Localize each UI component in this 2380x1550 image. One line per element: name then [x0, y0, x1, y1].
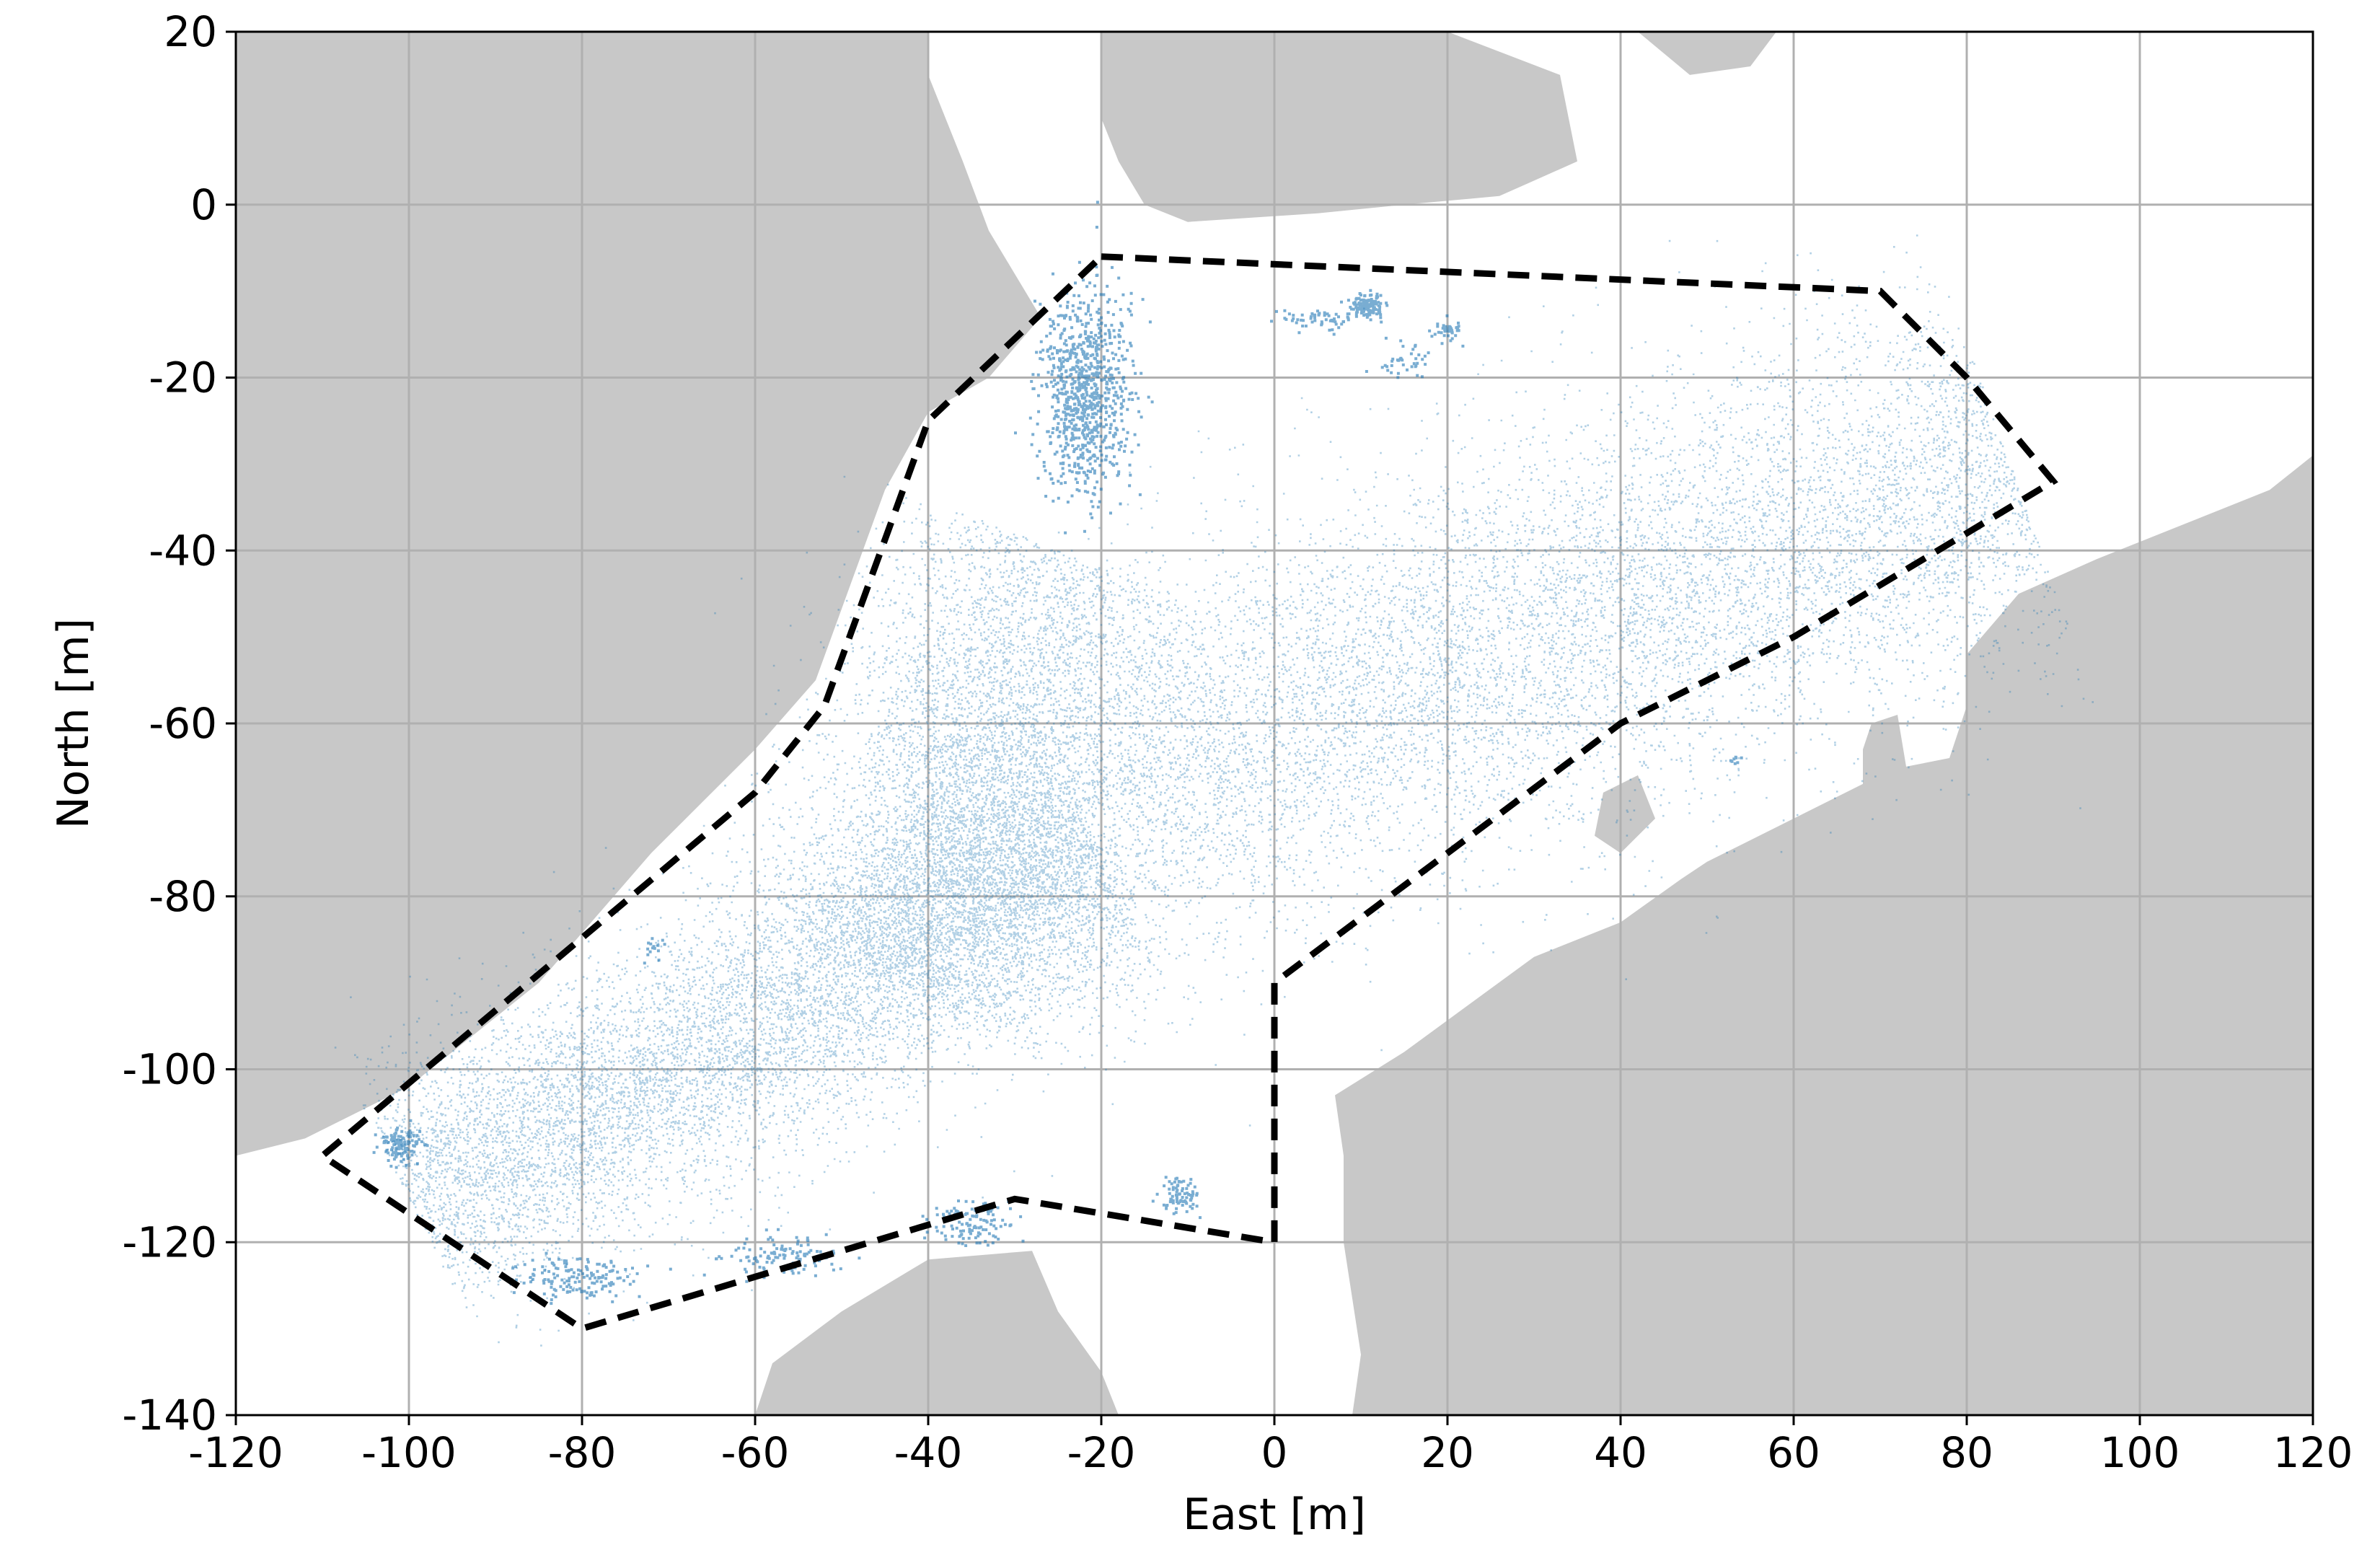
y-tick-label: -40: [149, 526, 217, 575]
x-tick-label: -80: [548, 1428, 617, 1477]
y-tick-label: 20: [164, 7, 217, 56]
x-tick-label: 120: [2273, 1428, 2353, 1477]
data-points: [334, 201, 2094, 1347]
x-tick-label: -100: [361, 1428, 457, 1477]
axis-ticks: -120 -100 -80 -60 -40 -20 0 20 40 60 80 100 120 20 0 -2…: [122, 7, 2353, 1477]
land-east-inlet: [1595, 775, 1655, 853]
land-north-land: [1101, 32, 1577, 222]
y-tick-label: 0: [190, 180, 217, 229]
y-tick-label: -80: [149, 872, 217, 921]
y-tick-label: -60: [149, 699, 217, 748]
x-tick-label: 100: [2100, 1428, 2180, 1477]
y-tick-label: -100: [122, 1045, 217, 1094]
y-tick-label: -120: [122, 1217, 217, 1267]
x-tick-label: 60: [1767, 1428, 1820, 1477]
land-north-east-land: [1638, 32, 1776, 75]
y-tick-label: -20: [149, 353, 217, 402]
x-tick-label: -40: [894, 1428, 963, 1477]
scatter-points-diffuse: [334, 234, 2094, 1347]
land-south-land: [755, 1251, 1119, 1415]
land-west-land: [236, 32, 1041, 1156]
x-tick-label: -60: [721, 1428, 790, 1477]
y-axis-label: North [m]: [48, 618, 99, 829]
x-tick-label: 0: [1261, 1428, 1288, 1477]
land-layer: [236, 32, 2313, 1415]
x-axis-label: East [m]: [1183, 1489, 1366, 1540]
x-tick-label: 80: [1940, 1428, 1993, 1477]
x-tick-label: 40: [1594, 1428, 1647, 1477]
land-east-land: [1335, 455, 2313, 1415]
x-tick-label: -20: [1067, 1428, 1136, 1477]
x-tick-label: 20: [1421, 1428, 1474, 1477]
x-tick-label: -120: [188, 1428, 283, 1477]
y-tick-label: -140: [122, 1391, 217, 1440]
